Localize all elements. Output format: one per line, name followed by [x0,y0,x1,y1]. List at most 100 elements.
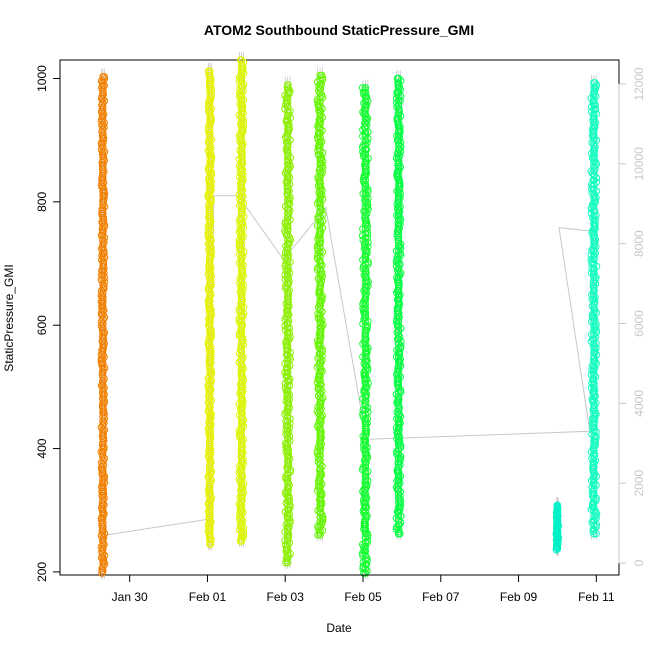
point [99,474,107,482]
point [590,450,598,458]
point [99,540,107,549]
point [237,290,246,298]
point [100,234,109,242]
point [237,184,246,192]
point [206,407,214,416]
point [394,189,403,198]
point [237,360,246,369]
point [206,226,214,235]
point [99,249,107,257]
point [590,118,598,127]
point [99,536,107,544]
point [99,527,107,535]
point [394,163,403,171]
point [397,388,405,396]
y-tick-label-right: 12000 [632,67,646,101]
point [590,454,598,463]
point [590,481,598,489]
point [590,295,598,304]
point [284,315,292,323]
point [316,76,324,84]
point [590,379,598,388]
point [363,536,372,544]
point [316,195,324,203]
point [316,447,324,455]
point [284,311,292,319]
point [394,397,403,405]
point [396,362,405,370]
point [394,379,403,388]
point [281,379,290,388]
point [590,530,598,538]
point [361,309,370,317]
point [316,244,324,252]
point [591,457,600,465]
point [206,332,214,341]
point [394,264,403,273]
point [99,284,107,293]
point [361,97,370,105]
point [361,110,370,118]
point [206,390,214,398]
point [206,496,214,504]
point [394,366,403,374]
point [361,415,370,423]
point [590,326,598,334]
point [237,109,246,117]
point [284,381,292,390]
point [359,565,367,573]
point [99,448,107,456]
point [394,88,403,96]
point [99,73,107,81]
point [237,449,246,457]
point [590,198,598,206]
point [364,366,372,374]
point [235,314,244,322]
point [99,139,107,147]
point [361,207,370,216]
point [394,450,403,458]
point [99,545,107,553]
point [552,541,561,549]
point [237,475,246,483]
point [284,156,292,164]
point [361,114,370,123]
point [206,394,214,402]
y-tick-label-right: 4000 [632,390,646,417]
point [237,60,246,69]
point [394,415,403,423]
series-3 [235,56,248,545]
point [284,160,292,169]
point [237,427,246,435]
series-5 [313,71,327,539]
point [284,222,292,231]
point [361,556,370,564]
point [588,103,596,111]
point [99,170,107,178]
point [590,92,598,100]
point [590,255,598,264]
point [397,143,405,151]
x-axis-label: Date [326,621,352,635]
point [237,299,246,307]
point [316,310,324,318]
point [361,432,370,441]
point [206,111,214,120]
point [394,344,403,352]
point [237,219,246,228]
point [590,149,598,158]
point [590,171,598,180]
point [316,336,324,345]
point [99,192,107,200]
point [99,430,107,438]
point [363,234,372,242]
point [361,322,370,330]
point [100,97,109,105]
point [237,413,246,422]
point [316,173,324,181]
point [286,501,294,509]
point [237,122,246,130]
point [394,485,403,494]
point [206,231,214,239]
point [206,527,214,535]
